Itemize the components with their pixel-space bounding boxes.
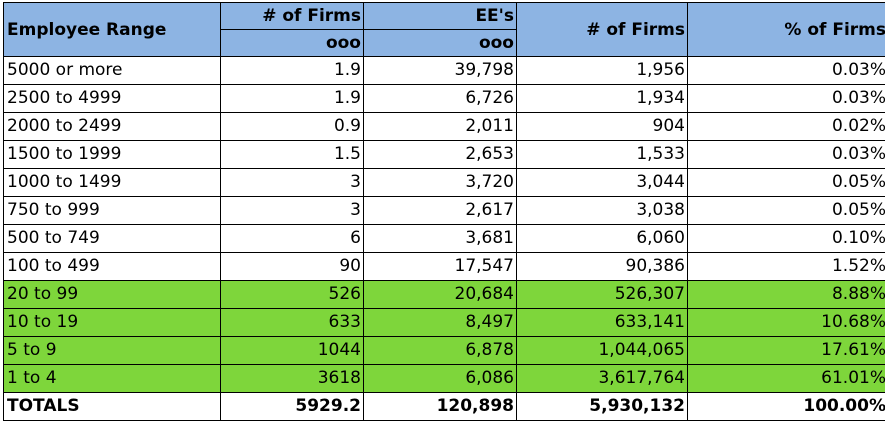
cell-percent-firms[interactable]: 0.02%: [688, 113, 885, 141]
cell-employee-range[interactable]: 1000 to 1499: [4, 169, 221, 197]
cell-firms[interactable]: 1,956: [517, 57, 688, 85]
cell-firms-thousands[interactable]: 3: [221, 169, 364, 197]
cell-firms[interactable]: 633,141: [517, 309, 688, 337]
cell-firms-thousands[interactable]: 90: [221, 253, 364, 281]
cell-firms-thousands[interactable]: 633: [221, 309, 364, 337]
cell-employee-range[interactable]: 1500 to 1999: [4, 141, 221, 169]
cell-employee-range[interactable]: 750 to 999: [4, 197, 221, 225]
cell-percent-firms[interactable]: 0.03%: [688, 141, 885, 169]
cell-firms[interactable]: 90,386: [517, 253, 688, 281]
cell-firms[interactable]: 1,934: [517, 85, 688, 113]
cell-firms-thousands[interactable]: 1.5: [221, 141, 364, 169]
cell-firms[interactable]: 1,044,065: [517, 337, 688, 365]
cell-percent-firms[interactable]: 0.05%: [688, 197, 885, 225]
cell-total-firms[interactable]: 5,930,132: [517, 393, 688, 421]
cell-percent-firms[interactable]: 0.10%: [688, 225, 885, 253]
cell-firms[interactable]: 6,060: [517, 225, 688, 253]
header-firms[interactable]: # of Firms: [517, 3, 688, 57]
cell-employee-range[interactable]: 5 to 9: [4, 337, 221, 365]
cell-employees-thousands[interactable]: 6,878: [364, 337, 517, 365]
cell-employees-thousands[interactable]: 3,681: [364, 225, 517, 253]
header-employees-thousands[interactable]: EE's: [364, 3, 517, 30]
cell-percent-firms[interactable]: 8.88%: [688, 281, 885, 309]
cell-firms[interactable]: 3,617,764: [517, 365, 688, 393]
cell-employees-thousands[interactable]: 17,547: [364, 253, 517, 281]
cell-employee-range[interactable]: 2000 to 2499: [4, 113, 221, 141]
cell-employee-range[interactable]: 100 to 499: [4, 253, 221, 281]
cell-employee-range[interactable]: 10 to 19: [4, 309, 221, 337]
cell-firms[interactable]: 904: [517, 113, 688, 141]
cell-firms-thousands[interactable]: 3: [221, 197, 364, 225]
header-firms-unit[interactable]: ooo: [221, 30, 364, 57]
cell-employee-range[interactable]: 20 to 99: [4, 281, 221, 309]
cell-percent-firms[interactable]: 0.03%: [688, 85, 885, 113]
cell-percent-firms[interactable]: 0.03%: [688, 57, 885, 85]
cell-totals-label[interactable]: TOTALS: [4, 393, 221, 421]
cell-firms[interactable]: 3,038: [517, 197, 688, 225]
cell-percent-firms[interactable]: 61.01%: [688, 365, 885, 393]
cell-firms-thousands[interactable]: 526: [221, 281, 364, 309]
cell-total-firms-thousands[interactable]: 5929.2: [221, 393, 364, 421]
cell-percent-firms[interactable]: 0.05%: [688, 169, 885, 197]
cell-employee-range[interactable]: 5000 or more: [4, 57, 221, 85]
cell-total-employees-thousands[interactable]: 120,898: [364, 393, 517, 421]
header-employee-range[interactable]: Employee Range: [4, 3, 221, 57]
cell-percent-firms[interactable]: 1.52%: [688, 253, 885, 281]
cell-firms[interactable]: 1,533: [517, 141, 688, 169]
cell-firms-thousands[interactable]: 0.9: [221, 113, 364, 141]
cell-firms-thousands[interactable]: 1.9: [221, 57, 364, 85]
cell-employee-range[interactable]: 500 to 749: [4, 225, 221, 253]
cell-percent-firms[interactable]: 10.68%: [688, 309, 885, 337]
cell-employees-thousands[interactable]: 2,617: [364, 197, 517, 225]
cell-employees-thousands[interactable]: 6,086: [364, 365, 517, 393]
cell-firms-thousands[interactable]: 1044: [221, 337, 364, 365]
cell-firms-thousands[interactable]: 1.9: [221, 85, 364, 113]
header-percent-firms[interactable]: % of Firms: [688, 3, 885, 57]
cell-employees-thousands[interactable]: 8,497: [364, 309, 517, 337]
cell-employees-thousands[interactable]: 6,726: [364, 85, 517, 113]
cell-employees-thousands[interactable]: 2,653: [364, 141, 517, 169]
cell-total-percent[interactable]: 100.00%: [688, 393, 885, 421]
cell-employees-thousands[interactable]: 20,684: [364, 281, 517, 309]
cell-firms-thousands[interactable]: 3618: [221, 365, 364, 393]
header-firms-thousands[interactable]: # of Firms: [221, 3, 364, 30]
cell-employee-range[interactable]: 1 to 4: [4, 365, 221, 393]
cell-firms[interactable]: 3,044: [517, 169, 688, 197]
cell-employees-thousands[interactable]: 3,720: [364, 169, 517, 197]
cell-employees-thousands[interactable]: 2,011: [364, 113, 517, 141]
cell-employee-range[interactable]: 2500 to 4999: [4, 85, 221, 113]
employee-range-table: Employee Range # of Firms EE's # of Firm…: [3, 2, 885, 421]
cell-firms[interactable]: 526,307: [517, 281, 688, 309]
header-employees-unit[interactable]: ooo: [364, 30, 517, 57]
cell-firms-thousands[interactable]: 6: [221, 225, 364, 253]
cell-percent-firms[interactable]: 17.61%: [688, 337, 885, 365]
table-header: Employee Range # of Firms EE's # of Firm…: [4, 3, 885, 57]
cell-employees-thousands[interactable]: 39,798: [364, 57, 517, 85]
